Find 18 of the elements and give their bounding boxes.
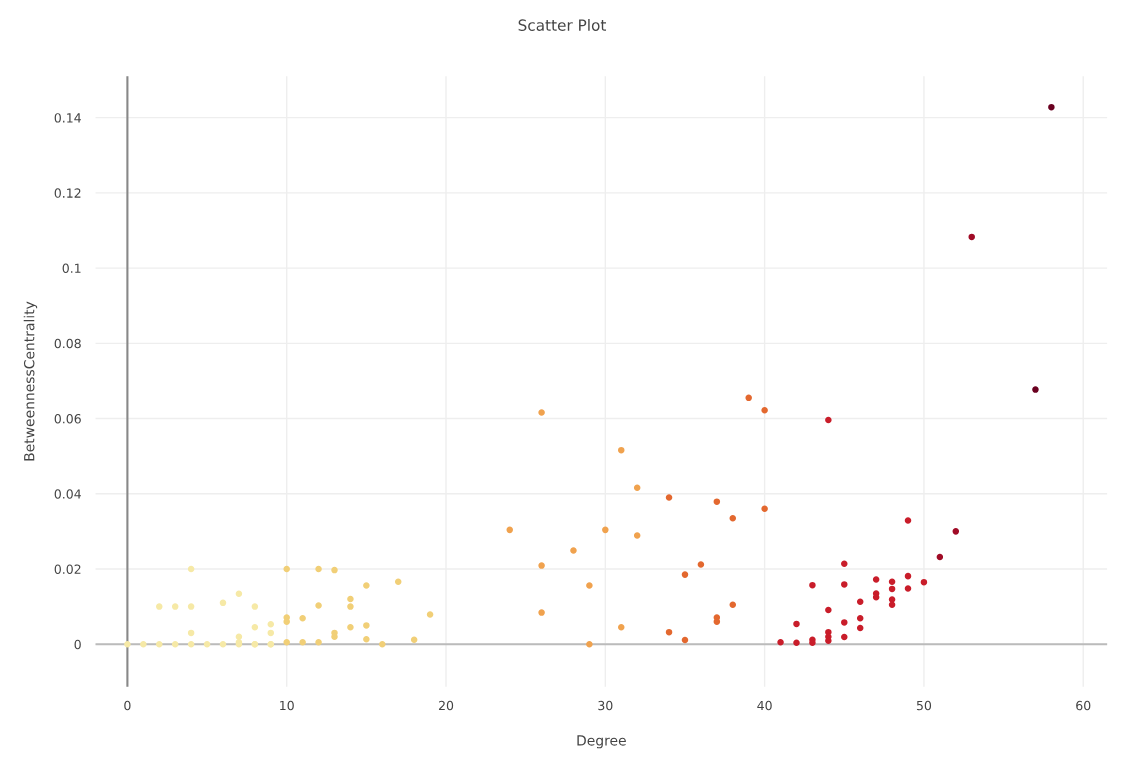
x-tick-label: 10 [280,700,294,711]
x-axis-title: Degree [577,735,626,749]
y-tick-label: 0.04 [54,489,81,499]
y-tick-label: 0.06 [54,414,81,424]
x-tick-label: 40 [757,700,772,711]
x-tick-label: 60 [1076,700,1091,711]
y-tick-label: 0.12 [54,188,81,198]
y-tick-label: 0 [74,639,81,650]
x-tick-label: 20 [438,700,454,711]
y-tick-label: 0.08 [54,338,81,349]
y-tick-label: 0.1 [62,263,81,274]
x-tick-label: 30 [598,700,613,711]
y-axis-title: BetweennessCentrality [23,301,38,461]
y-tick-label: 0.02 [54,564,81,574]
x-tick-label: 0 [124,700,131,711]
x-tick-label: 50 [916,700,932,711]
chart-title: Scatter Plot [518,19,607,31]
y-tick-label: 0.14 [54,113,81,123]
